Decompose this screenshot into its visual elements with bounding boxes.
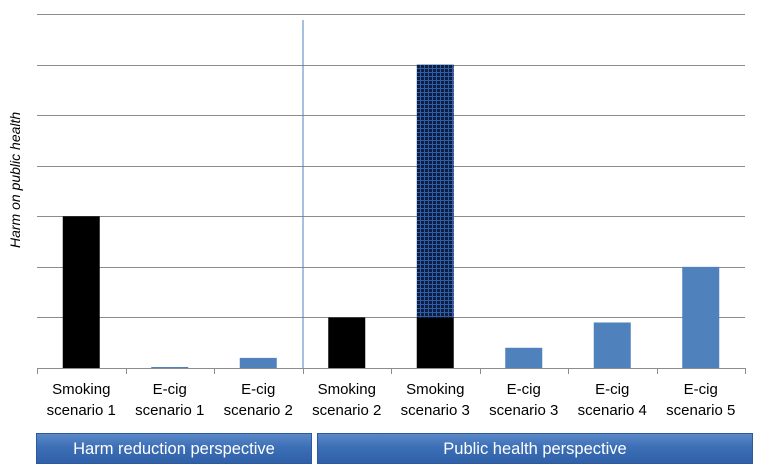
x-tick-label: E-cig: [595, 381, 629, 398]
x-tick-label: E-cig: [241, 381, 275, 398]
x-tick-label: scenario 1: [47, 402, 116, 419]
bar: [682, 266, 720, 368]
x-tick-label: scenario 1: [135, 402, 204, 419]
bar: [62, 216, 100, 368]
x-tick-label: scenario 2: [224, 402, 293, 419]
x-tick-label: E-cig: [507, 381, 541, 398]
x-tick-label: E-cig: [153, 381, 187, 398]
x-tick-label: Smoking: [406, 381, 464, 398]
bar: [151, 366, 189, 368]
x-tick-label: scenario 4: [578, 402, 647, 419]
x-tick-label: E-cig: [684, 381, 718, 398]
x-tick-label: scenario 5: [666, 402, 735, 419]
bar: [239, 357, 277, 368]
bar: [328, 317, 366, 368]
bar-solid-segment: [416, 317, 454, 368]
x-tick-label: Smoking: [52, 381, 110, 398]
x-tick-label: scenario 3: [401, 402, 470, 419]
x-tick-label: scenario 3: [489, 402, 558, 419]
harm-reduction-group-label: Harm reduction perspective: [36, 433, 312, 464]
bar: [505, 347, 543, 368]
y-axis-label: Harm on public health: [7, 111, 23, 249]
bar-chart: Smoking scenario 1 E-cig scenario 1 E-cig sce…: [37, 14, 746, 419]
x-tick-label: Smoking: [318, 381, 376, 398]
public-health-group-label: Public health perspective: [317, 433, 753, 464]
bar-hatched-segment: [416, 64, 454, 318]
bar: [593, 322, 631, 368]
x-tick-label: scenario 2: [312, 402, 381, 419]
